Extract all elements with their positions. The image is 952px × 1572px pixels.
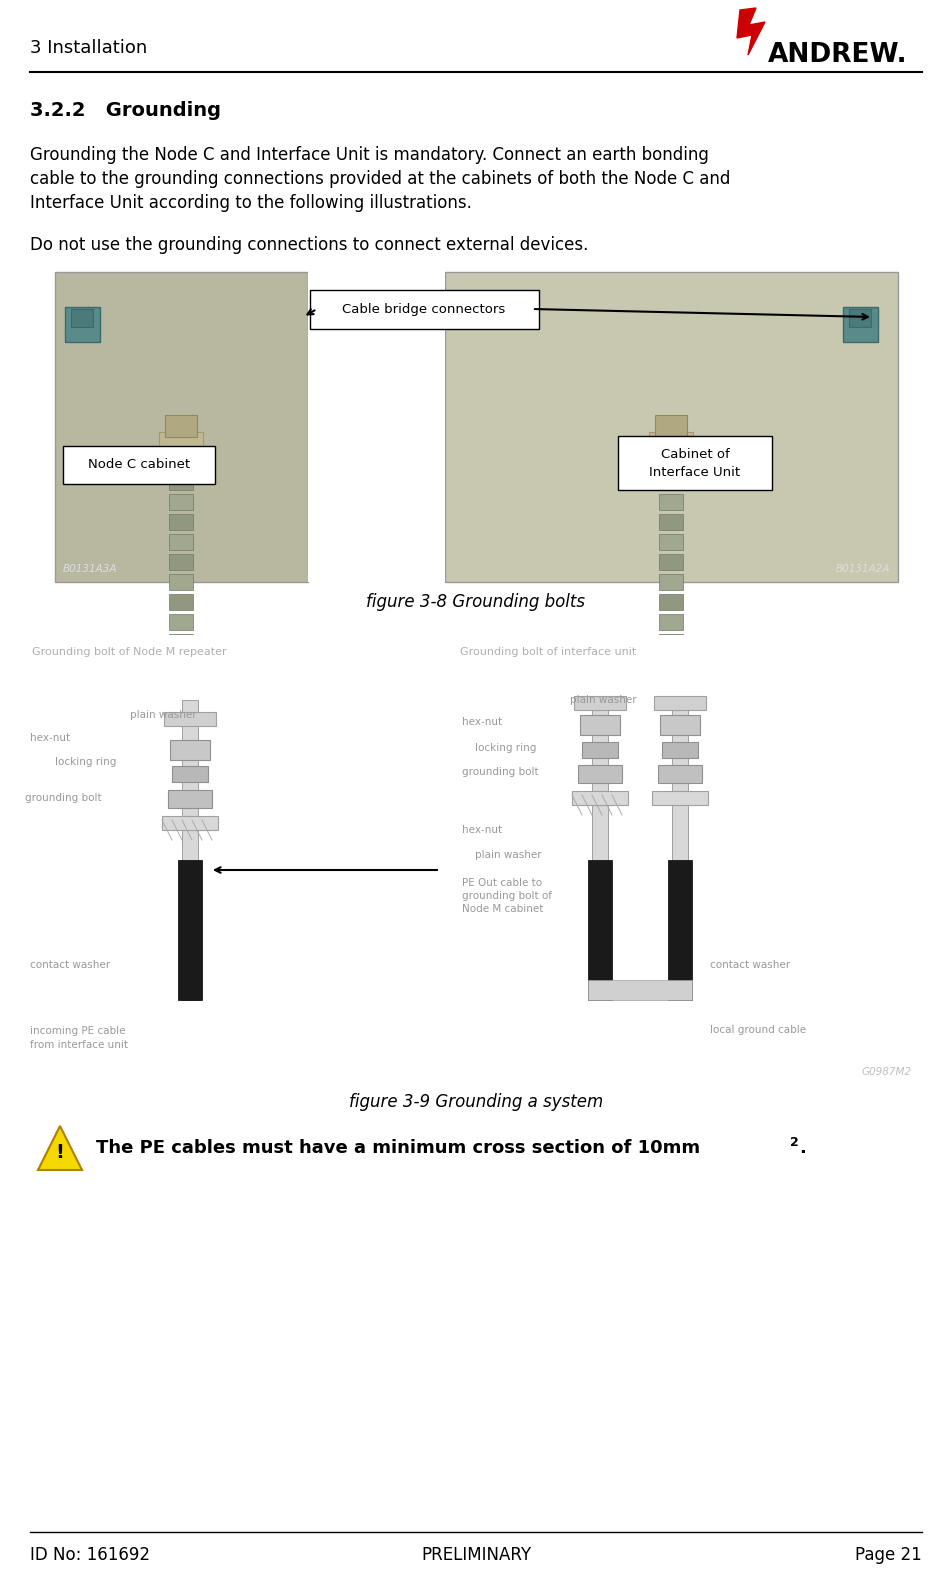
Bar (659, 594, 683, 610)
Text: !: ! (55, 1143, 65, 1162)
Text: 3.2.2   Grounding: 3.2.2 Grounding (30, 101, 221, 119)
Text: locking ring: locking ring (475, 744, 536, 753)
Text: hex-nut: hex-nut (30, 733, 70, 744)
Bar (170, 740, 210, 759)
Text: cable to the grounding connections provided at the cabinets of both the Node C a: cable to the grounding connections provi… (30, 170, 730, 189)
Text: Cable bridge connectors: Cable bridge connectors (343, 302, 506, 316)
Bar (162, 816, 218, 830)
Polygon shape (737, 8, 765, 55)
Bar (30, 635, 922, 1082)
Bar (172, 766, 208, 781)
Text: ANDREW.: ANDREW. (768, 42, 907, 68)
Bar (659, 553, 683, 571)
Polygon shape (38, 1126, 82, 1170)
Bar (182, 700, 198, 1000)
Bar (169, 553, 193, 571)
Text: PRELIMINARY: PRELIMINARY (421, 1545, 531, 1564)
Bar (652, 791, 708, 805)
Text: Page 21: Page 21 (855, 1545, 922, 1564)
Text: Cabinet of
Interface Unit: Cabinet of Interface Unit (649, 448, 741, 478)
Bar (668, 860, 692, 1000)
Text: incoming PE cable
from interface unit: incoming PE cable from interface unit (30, 1027, 128, 1050)
Bar (572, 791, 628, 805)
Bar (164, 712, 216, 726)
Text: hex-nut: hex-nut (462, 717, 502, 726)
FancyBboxPatch shape (618, 435, 772, 490)
Bar (169, 475, 193, 490)
Bar (672, 700, 688, 1000)
Bar (655, 415, 687, 437)
Text: The PE cables must have a minimum cross section of 10mm: The PE cables must have a minimum cross … (96, 1140, 700, 1157)
Text: grounding bolt: grounding bolt (25, 792, 102, 803)
Text: B0131A3A: B0131A3A (63, 564, 117, 574)
Bar (308, 272, 445, 582)
Bar (55, 272, 308, 582)
Bar (659, 475, 683, 490)
Bar (654, 696, 706, 711)
Bar (159, 432, 203, 457)
Bar (843, 307, 878, 343)
Bar (849, 310, 871, 327)
Bar (165, 415, 197, 437)
Text: Grounding bolt of Node M repeater: Grounding bolt of Node M repeater (32, 648, 227, 657)
Text: G0987M2: G0987M2 (862, 1067, 912, 1077)
Text: Do not use the grounding connections to connect external devices.: Do not use the grounding connections to … (30, 236, 588, 255)
Bar (582, 742, 618, 758)
Bar (445, 272, 898, 582)
Text: local ground cable: local ground cable (710, 1025, 806, 1034)
Bar (169, 574, 193, 590)
Bar (168, 791, 212, 808)
Bar (588, 979, 692, 1000)
Bar (588, 860, 612, 1000)
Bar (649, 432, 693, 457)
Text: Grounding bolt of interface unit: Grounding bolt of interface unit (460, 648, 636, 657)
Text: contact washer: contact washer (710, 960, 790, 970)
Text: 2: 2 (790, 1135, 799, 1149)
Bar (169, 615, 193, 630)
FancyBboxPatch shape (63, 446, 215, 484)
Text: PE Out cable to
grounding bolt of
Node M cabinet: PE Out cable to grounding bolt of Node M… (462, 877, 552, 915)
Bar (71, 310, 93, 327)
Bar (580, 715, 620, 736)
Bar (659, 514, 683, 530)
Text: figure 3-8 Grounding bolts: figure 3-8 Grounding bolts (367, 593, 585, 612)
Text: plain washer: plain washer (475, 850, 542, 860)
Text: locking ring: locking ring (55, 758, 116, 767)
Text: .: . (799, 1140, 806, 1157)
Text: hex-nut: hex-nut (462, 825, 502, 835)
Text: ID No: 161692: ID No: 161692 (30, 1545, 150, 1564)
Text: figure 3-9 Grounding a system: figure 3-9 Grounding a system (348, 1093, 604, 1111)
Bar (178, 860, 202, 1000)
Text: plain washer: plain washer (130, 711, 197, 720)
FancyBboxPatch shape (310, 289, 539, 329)
Bar (659, 615, 683, 630)
Text: Grounding the Node C and Interface Unit is mandatory. Connect an earth bonding: Grounding the Node C and Interface Unit … (30, 146, 709, 163)
Bar (169, 514, 193, 530)
Text: plain washer: plain washer (570, 695, 637, 704)
Bar (578, 766, 622, 783)
Bar (660, 715, 700, 736)
Text: contact washer: contact washer (30, 960, 110, 970)
Bar (662, 742, 698, 758)
Bar (169, 634, 193, 649)
Text: Interface Unit according to the following illustrations.: Interface Unit according to the followin… (30, 193, 472, 212)
Bar (659, 634, 683, 649)
Bar (659, 494, 683, 509)
Bar (659, 534, 683, 550)
Bar (659, 574, 683, 590)
Bar (658, 766, 702, 783)
Bar (169, 654, 193, 670)
Bar (169, 494, 193, 509)
Text: grounding bolt: grounding bolt (462, 767, 539, 777)
Text: B0131A2A: B0131A2A (836, 564, 890, 574)
Text: 3 Installation: 3 Installation (30, 39, 148, 57)
Bar (169, 534, 193, 550)
Bar (574, 696, 626, 711)
Text: Node C cabinet: Node C cabinet (88, 459, 190, 472)
Bar (659, 654, 683, 670)
Bar (169, 594, 193, 610)
Bar (65, 307, 100, 343)
Bar (592, 700, 608, 1000)
